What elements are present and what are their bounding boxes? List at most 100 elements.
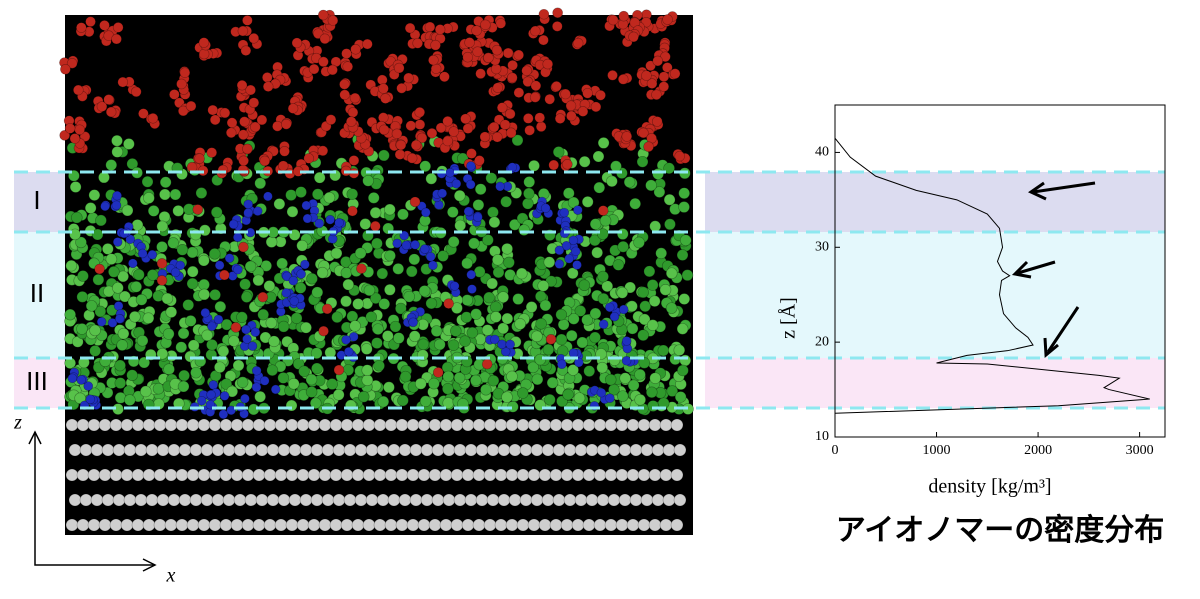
atom	[112, 237, 123, 247]
atom	[405, 120, 417, 132]
atom	[626, 518, 640, 532]
atom	[252, 206, 263, 216]
atom	[219, 107, 231, 119]
atom	[623, 176, 636, 188]
atom	[255, 443, 269, 457]
atom	[296, 239, 309, 252]
atom	[572, 37, 584, 49]
atom	[200, 307, 211, 318]
atom	[464, 37, 475, 48]
atom	[123, 443, 137, 457]
atom	[605, 393, 615, 404]
atom	[404, 22, 416, 34]
atom	[194, 153, 205, 164]
atom	[577, 106, 589, 117]
atom	[439, 518, 453, 532]
atom	[535, 318, 547, 330]
atom	[597, 292, 610, 305]
atom	[508, 443, 522, 457]
atom	[108, 266, 120, 278]
atom	[519, 443, 533, 457]
atom	[96, 101, 108, 112]
atom	[597, 205, 609, 216]
atom	[362, 518, 376, 532]
atom	[87, 518, 101, 532]
atom	[555, 333, 568, 346]
atom	[76, 518, 90, 532]
atom	[535, 121, 547, 132]
atom	[604, 302, 615, 313]
atom	[501, 391, 513, 403]
atom	[593, 181, 606, 194]
atom	[153, 468, 167, 482]
atom	[274, 468, 288, 482]
atom	[175, 518, 189, 532]
atom	[527, 518, 541, 532]
atom	[428, 518, 442, 532]
atom	[198, 288, 210, 301]
atom	[294, 282, 307, 294]
atom	[513, 87, 525, 98]
atom	[98, 418, 112, 432]
atom	[499, 119, 511, 131]
atom	[655, 247, 668, 260]
atom	[254, 177, 267, 190]
atom	[65, 468, 79, 482]
atom	[396, 82, 407, 94]
atom	[137, 248, 148, 259]
atom	[678, 201, 690, 213]
atom	[428, 260, 438, 271]
atom	[241, 468, 255, 482]
atom	[200, 443, 214, 457]
atom	[487, 374, 500, 387]
atom	[425, 297, 438, 310]
atom	[244, 260, 257, 273]
atom	[582, 418, 596, 432]
atom	[574, 357, 584, 368]
atom	[95, 214, 107, 227]
atom	[431, 493, 445, 507]
atom	[67, 373, 78, 384]
region-band	[705, 358, 1165, 408]
atom	[648, 295, 661, 307]
atom	[66, 58, 78, 69]
atom	[496, 102, 508, 113]
atom	[146, 269, 159, 281]
atom	[451, 302, 463, 314]
atom	[225, 127, 237, 139]
atom	[351, 468, 365, 482]
atom	[296, 269, 306, 279]
atom	[512, 293, 524, 305]
atom	[663, 162, 675, 175]
atom	[123, 493, 137, 507]
atom	[89, 324, 101, 337]
atom	[405, 265, 418, 278]
atom	[637, 329, 649, 342]
atom	[113, 301, 124, 311]
atom	[339, 79, 350, 90]
atom	[490, 311, 502, 323]
atom	[384, 284, 396, 296]
atom	[565, 329, 578, 342]
atom	[673, 493, 687, 507]
atom	[397, 394, 409, 407]
plot-frame	[834, 104, 1166, 438]
atom	[633, 236, 645, 249]
atom	[277, 372, 290, 384]
atom	[581, 314, 593, 326]
atom	[362, 468, 376, 482]
atom	[566, 110, 577, 122]
atom	[340, 518, 354, 532]
atom	[657, 344, 670, 357]
region-label: III	[26, 366, 48, 396]
atom	[414, 377, 427, 390]
atom	[376, 493, 390, 507]
atom	[567, 313, 580, 325]
atom	[653, 186, 666, 198]
atom	[398, 443, 412, 457]
atom	[343, 346, 354, 357]
atom	[91, 228, 104, 241]
atom	[466, 326, 479, 339]
atom	[490, 301, 502, 313]
atom	[634, 393, 646, 406]
